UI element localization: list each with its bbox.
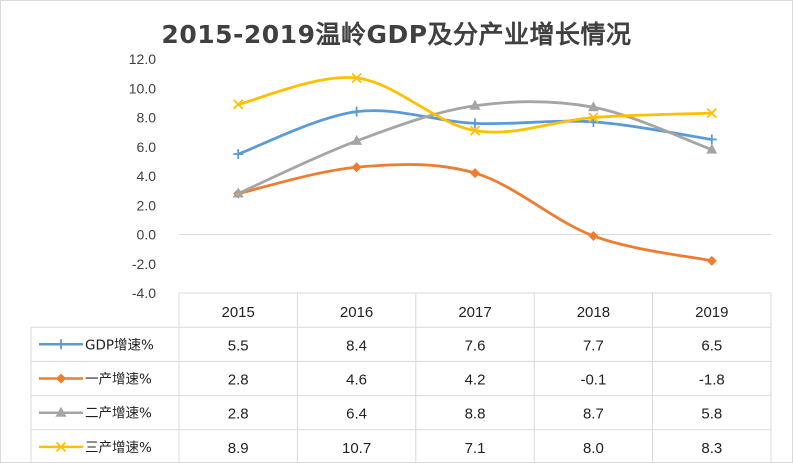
table-value-cell: 4.6 xyxy=(346,372,367,389)
x-category-label: 2017 xyxy=(458,304,491,321)
y-tick-label: 2.0 xyxy=(137,197,157,213)
data-point-x xyxy=(706,107,717,119)
table-value-cell: 4.2 xyxy=(465,372,486,389)
y-tick-label: 6.0 xyxy=(137,139,157,155)
table-value-cell: 8.7 xyxy=(583,406,604,423)
data-point-diamond xyxy=(470,168,480,179)
data-point-triangle xyxy=(469,99,481,110)
y-tick-label: 10.0 xyxy=(129,80,156,96)
legend-label: 三产增速% xyxy=(85,440,152,456)
table-value-cell: -1.8 xyxy=(699,372,725,389)
series-markers xyxy=(233,72,717,136)
y-tick-label: -2.0 xyxy=(132,256,156,272)
table-value-cell: 8.8 xyxy=(465,406,486,423)
data-point-x xyxy=(469,125,481,136)
series-line xyxy=(236,109,714,156)
chart-title: 2015-2019温岭GDP及分产业增长情况 xyxy=(161,20,632,49)
data-point-plus xyxy=(351,106,362,117)
table-value-cell: 5.5 xyxy=(228,337,249,354)
table-value-cell: 8.0 xyxy=(583,440,604,457)
data-point-diamond xyxy=(351,162,362,173)
table-value-cell: 2.8 xyxy=(228,406,249,423)
data-point-plus xyxy=(706,134,717,145)
table-value-cell: 8.3 xyxy=(701,440,722,457)
x-category-label: 2016 xyxy=(340,304,373,321)
table-value-cell: 2.8 xyxy=(228,372,249,389)
y-tick-label: 0.0 xyxy=(137,227,157,243)
table-value-cell: 10.7 xyxy=(342,440,371,457)
table-value-cell: 8.9 xyxy=(228,440,249,457)
data-point-plus xyxy=(56,339,66,350)
data-point-x xyxy=(588,112,599,123)
series-line xyxy=(236,163,714,263)
data-point-plus xyxy=(233,149,244,160)
legend-label: 一产增速% xyxy=(85,372,152,388)
data-point-plus xyxy=(470,118,480,129)
data-point-diamond xyxy=(706,255,717,266)
y-tick-label: 12.0 xyxy=(129,51,156,67)
x-category-label: 2018 xyxy=(577,304,610,321)
y-tick-label: -4.0 xyxy=(132,285,156,301)
y-tick-label: 8.0 xyxy=(137,110,157,126)
x-category-label: 2019 xyxy=(695,304,728,321)
data-point-triangle xyxy=(351,134,363,145)
data-point-x xyxy=(55,441,67,453)
table-value-cell: -0.1 xyxy=(580,372,606,389)
table-value-cell: 7.6 xyxy=(465,337,486,354)
legend-label: 二产增速% xyxy=(85,406,152,422)
data-point-diamond xyxy=(588,230,599,241)
table-value-cell: 6.4 xyxy=(346,406,367,423)
y-tick-label: 4.0 xyxy=(137,168,157,184)
table-value-cell: 5.8 xyxy=(701,406,722,423)
series-markers xyxy=(232,99,718,198)
data-point-x xyxy=(351,72,362,84)
legend-label: GDP增速% xyxy=(85,337,154,353)
x-category-label: 2015 xyxy=(222,304,255,321)
data-point-triangle xyxy=(232,187,244,198)
data-point-x xyxy=(233,99,244,110)
data-point-diamond xyxy=(56,373,66,384)
table-value-cell: 8.4 xyxy=(346,337,367,354)
table-value-cell: 7.7 xyxy=(583,337,604,354)
data-point-triangle xyxy=(706,143,718,154)
data-point-triangle xyxy=(55,406,67,417)
table-value-cell: 6.5 xyxy=(701,337,722,354)
table-value-cell: 7.1 xyxy=(465,440,486,457)
data-point-triangle xyxy=(587,101,599,112)
